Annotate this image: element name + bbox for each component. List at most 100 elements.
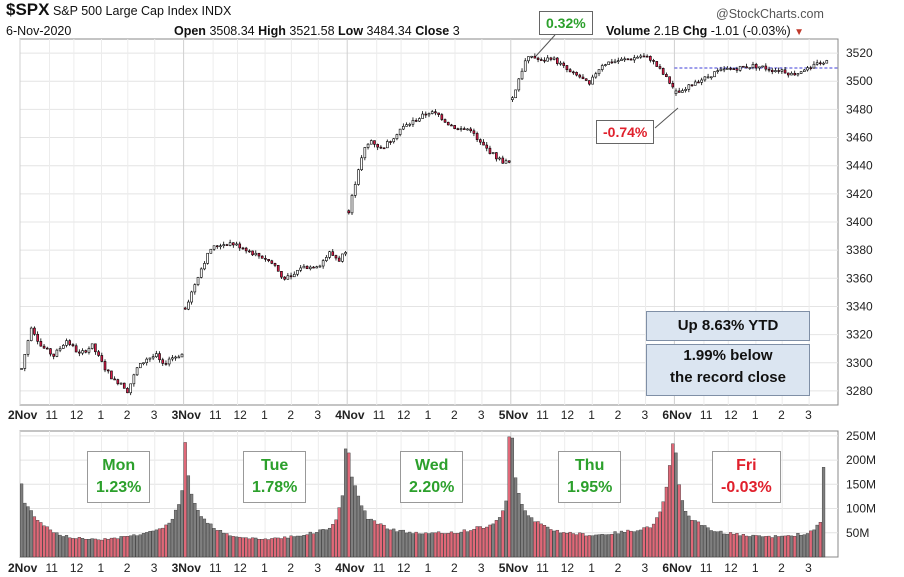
candle: [761, 65, 764, 68]
candle: [450, 123, 453, 127]
candle: [74, 343, 78, 353]
volume-bar: [20, 483, 24, 558]
volume-bar: [379, 523, 383, 558]
candle: [309, 265, 312, 271]
volume-bar: [276, 537, 280, 558]
candle-body: [796, 73, 800, 76]
candle: [238, 241, 242, 251]
volume-bar: [741, 534, 745, 558]
candle-body: [264, 258, 267, 260]
volume-bar: [388, 529, 393, 558]
volume-bar: [215, 530, 219, 558]
record-line1: 1.99% below: [683, 347, 773, 364]
candle-body: [267, 258, 270, 262]
candle-body: [187, 301, 190, 310]
candle-body: [363, 147, 367, 159]
candle-body: [732, 68, 736, 70]
volume-bar: [372, 520, 377, 558]
candle-body: [151, 356, 155, 359]
x-tick-label: 2: [778, 408, 785, 422]
x-tick-label: 6Nov: [662, 561, 692, 575]
candle: [251, 250, 254, 256]
candle-body: [225, 244, 229, 246]
candle-body: [738, 65, 742, 71]
candle-body: [453, 125, 456, 129]
volume-bar: [311, 533, 316, 558]
candle: [344, 251, 347, 257]
volume-bar: [398, 529, 402, 558]
volume-bar: [764, 536, 768, 558]
volume-bar: [453, 533, 457, 558]
candle: [767, 66, 771, 73]
candle-body: [655, 61, 659, 67]
volume-bar: [90, 538, 94, 558]
volume-bar: [218, 530, 223, 558]
volume-bar: [129, 535, 133, 558]
x-tick-label: 4Nov: [335, 408, 365, 422]
candle: [581, 74, 585, 80]
day-box-wed: Wed 2.20%: [400, 451, 464, 503]
candle: [341, 253, 344, 263]
candle: [597, 69, 601, 77]
candle-body: [591, 76, 594, 85]
volume-bar: [308, 531, 312, 558]
candle-body: [616, 60, 620, 62]
volume-bar: [793, 535, 797, 558]
x-tick-label: 2: [124, 561, 131, 575]
candle: [649, 55, 652, 63]
candle-body: [254, 252, 258, 256]
volume-bar: [250, 537, 255, 558]
candle: [812, 61, 816, 69]
volume-bar: [273, 537, 277, 558]
candle-body: [588, 80, 591, 85]
volume-bar: [84, 539, 88, 558]
volume-bar: [684, 511, 688, 558]
candle-body: [87, 348, 91, 353]
candle: [366, 143, 370, 150]
candle-body: [42, 345, 46, 349]
candle: [254, 250, 258, 257]
candle: [334, 254, 338, 261]
candle-body: [135, 367, 139, 376]
x-tick-label: 2: [287, 408, 294, 422]
volume-bar: [616, 533, 620, 558]
candle: [215, 245, 219, 249]
candle: [559, 60, 562, 66]
candle: [819, 60, 822, 66]
candle-body: [697, 81, 700, 84]
volume-bar: [648, 527, 652, 558]
volume-bar: [623, 532, 627, 558]
candle-body: [203, 263, 206, 270]
volume-bar: [228, 535, 232, 558]
candle: [665, 72, 668, 78]
volume-bar: [190, 493, 194, 558]
volume-bar: [671, 443, 675, 558]
volume-bar: [761, 536, 765, 558]
volume-bar: [475, 526, 479, 558]
candle-body: [215, 245, 219, 248]
candle-body: [177, 356, 181, 359]
candle: [661, 67, 665, 76]
volume-bar: [456, 533, 460, 558]
x-tick-label: 12: [233, 408, 247, 422]
volume-bar: [113, 537, 117, 558]
candle-body: [273, 263, 277, 266]
volume-tick-label: 250M: [846, 429, 876, 443]
volume-bar: [770, 537, 774, 558]
candle: [520, 68, 524, 80]
volume-bar: [558, 532, 563, 558]
candle: [671, 80, 675, 89]
volume-bar: [735, 533, 739, 558]
volume-bar: [225, 533, 229, 558]
volume-bar: [722, 533, 726, 558]
candle-body: [639, 55, 643, 58]
candle-body: [23, 353, 27, 369]
chart-title: $SPX S&P 500 Large Cap Index INDX: [6, 1, 231, 18]
candle: [228, 239, 232, 247]
x-tick-label: 1: [261, 408, 268, 422]
candle-body: [376, 144, 379, 148]
candle-body: [565, 65, 569, 70]
candle: [539, 57, 543, 61]
candle: [703, 76, 707, 82]
x-tick-label: 11: [700, 408, 713, 422]
